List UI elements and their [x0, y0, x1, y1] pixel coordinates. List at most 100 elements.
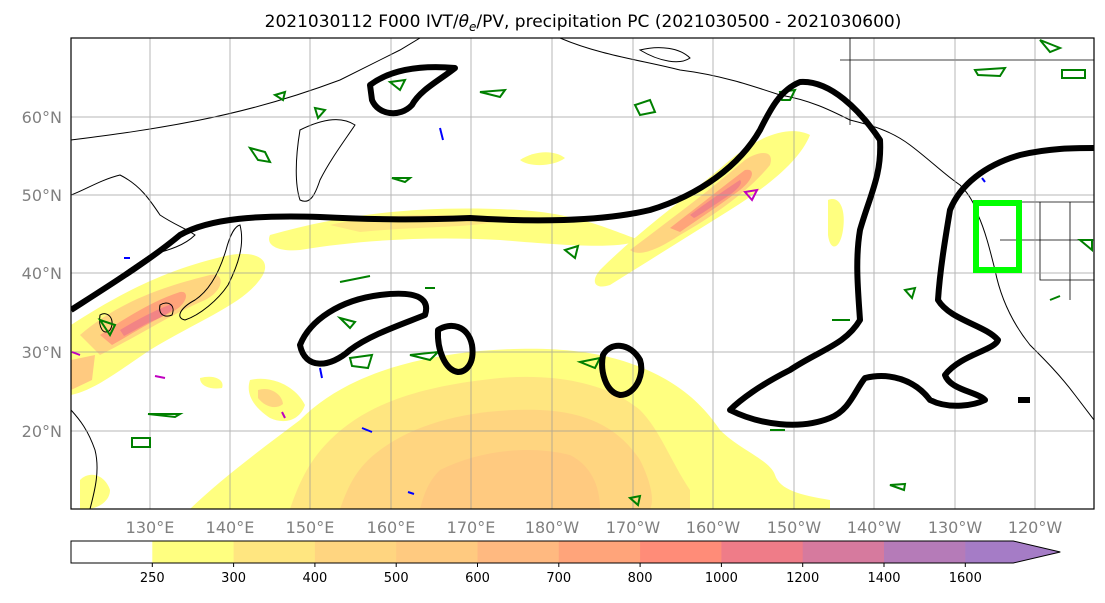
- contour: [889, 482, 907, 492]
- colorbar-segment: [965, 541, 1061, 563]
- lon-label: 170°W: [606, 518, 661, 537]
- colorbar-tick-label: 700: [546, 571, 571, 586]
- pv-contour-closed: [297, 290, 430, 367]
- precip-area: [520, 152, 565, 166]
- contour: [147, 413, 184, 419]
- kyushu: [159, 302, 174, 317]
- precip-area: [80, 474, 110, 509]
- contour: [562, 244, 580, 260]
- lon-label: 160°W: [686, 518, 741, 537]
- precip-area: [420, 450, 600, 509]
- lon-label: 170°E: [447, 518, 496, 537]
- colorbar-tick-label: 500: [384, 571, 409, 586]
- contour: [313, 106, 327, 121]
- contour: [348, 353, 374, 370]
- precip-area: [71, 355, 95, 390]
- contour: [1039, 39, 1063, 54]
- precip-area: [258, 388, 283, 408]
- lon-label: 150°W: [767, 518, 822, 537]
- lon-label: 130°E: [126, 518, 175, 537]
- colorbar-tick-label: 1200: [786, 571, 819, 586]
- contour: [387, 78, 407, 92]
- colorbar-segment: [152, 541, 235, 563]
- contour: [409, 350, 441, 362]
- contour: [981, 177, 986, 183]
- contour: [407, 491, 415, 495]
- map-frame: [70, 37, 1095, 510]
- lat-label: 30°N: [22, 343, 62, 362]
- alaska-coast: [559, 38, 979, 216]
- contour: [973, 66, 1007, 78]
- colorbar-segment: [640, 541, 722, 563]
- japan: [179, 224, 243, 321]
- contour: [247, 146, 272, 164]
- pv-contour-main: [71, 78, 1094, 428]
- map-area: [71, 38, 1094, 509]
- magenta-contours: [71, 188, 759, 419]
- colorbar-tick-label: 600: [465, 571, 490, 586]
- contour: [131, 437, 151, 448]
- colorbar-segment: [721, 541, 804, 563]
- contour: [97, 318, 117, 337]
- lon-label: 140°E: [206, 518, 255, 537]
- korea: [99, 313, 113, 333]
- lat-tick-labels: 60°N 50°N 40°N 30°N 20°N: [22, 108, 62, 441]
- contour: [633, 98, 657, 117]
- colorbar-tick-label: 250: [140, 571, 165, 586]
- contour: [439, 127, 444, 141]
- colorbar-tick-label: 1000: [705, 571, 738, 586]
- contour: [1049, 295, 1061, 301]
- lon-label: 180°W: [525, 518, 580, 537]
- lat-label: 40°N: [22, 264, 62, 283]
- pv-contour-closed: [434, 322, 476, 375]
- siberia-coast: [71, 38, 421, 141]
- philippines: [71, 409, 98, 509]
- pv-contour-closed: [599, 342, 645, 398]
- contour: [361, 427, 373, 433]
- blue-contours: [124, 127, 986, 495]
- colorbar-segment: [71, 541, 153, 563]
- colorbar-segment: [884, 541, 966, 563]
- contour: [336, 316, 357, 330]
- target-region-box: [973, 200, 1022, 273]
- lon-label: 130°W: [928, 518, 983, 537]
- contour: [1077, 239, 1093, 253]
- precip-area: [828, 199, 844, 247]
- contour: [903, 286, 917, 301]
- precip-area: [120, 304, 173, 336]
- lon-label: 150°E: [286, 518, 335, 537]
- contour: [272, 90, 287, 102]
- theta-e-contours: [97, 39, 1093, 507]
- contour: [319, 367, 323, 379]
- colorbar-tick-label: 300: [221, 571, 246, 586]
- pv-contours: [71, 64, 1094, 428]
- contour: [71, 351, 81, 356]
- contour: [627, 494, 642, 507]
- colorbar: [70, 540, 1061, 564]
- contour: [743, 188, 759, 202]
- colorbar-tick-label: 1400: [867, 571, 900, 586]
- lon-label: 120°W: [1008, 518, 1063, 537]
- lat-label: 60°N: [22, 108, 62, 127]
- precipitation-shading: [71, 131, 844, 509]
- lon-tick-labels: 130°E 140°E 150°E 160°E 170°E 180°W 170°…: [126, 518, 1063, 537]
- colorbar-outline: [70, 540, 1061, 564]
- colorbar-tick-label: 800: [628, 571, 653, 586]
- lon-label: 160°E: [367, 518, 416, 537]
- contour: [339, 275, 371, 283]
- precip-area: [690, 180, 741, 218]
- colorbar-ticks: 250 300 400 500 600 700 800 1000 1200 1400 1600: [140, 563, 982, 586]
- contour: [576, 356, 602, 370]
- colorbar-segment: [558, 541, 641, 563]
- grid: [71, 38, 1094, 509]
- colorbar-segment: [314, 541, 397, 563]
- lon-label: 140°W: [847, 518, 902, 537]
- contour: [1061, 69, 1086, 79]
- contour: [479, 88, 508, 99]
- contour: [154, 375, 166, 379]
- colorbar-segment: [233, 541, 316, 563]
- map-title: 2021030112 F000 IVT/θe/PV, precipitation…: [265, 12, 902, 34]
- colorbar-segment: [396, 541, 478, 563]
- contour: [391, 177, 413, 184]
